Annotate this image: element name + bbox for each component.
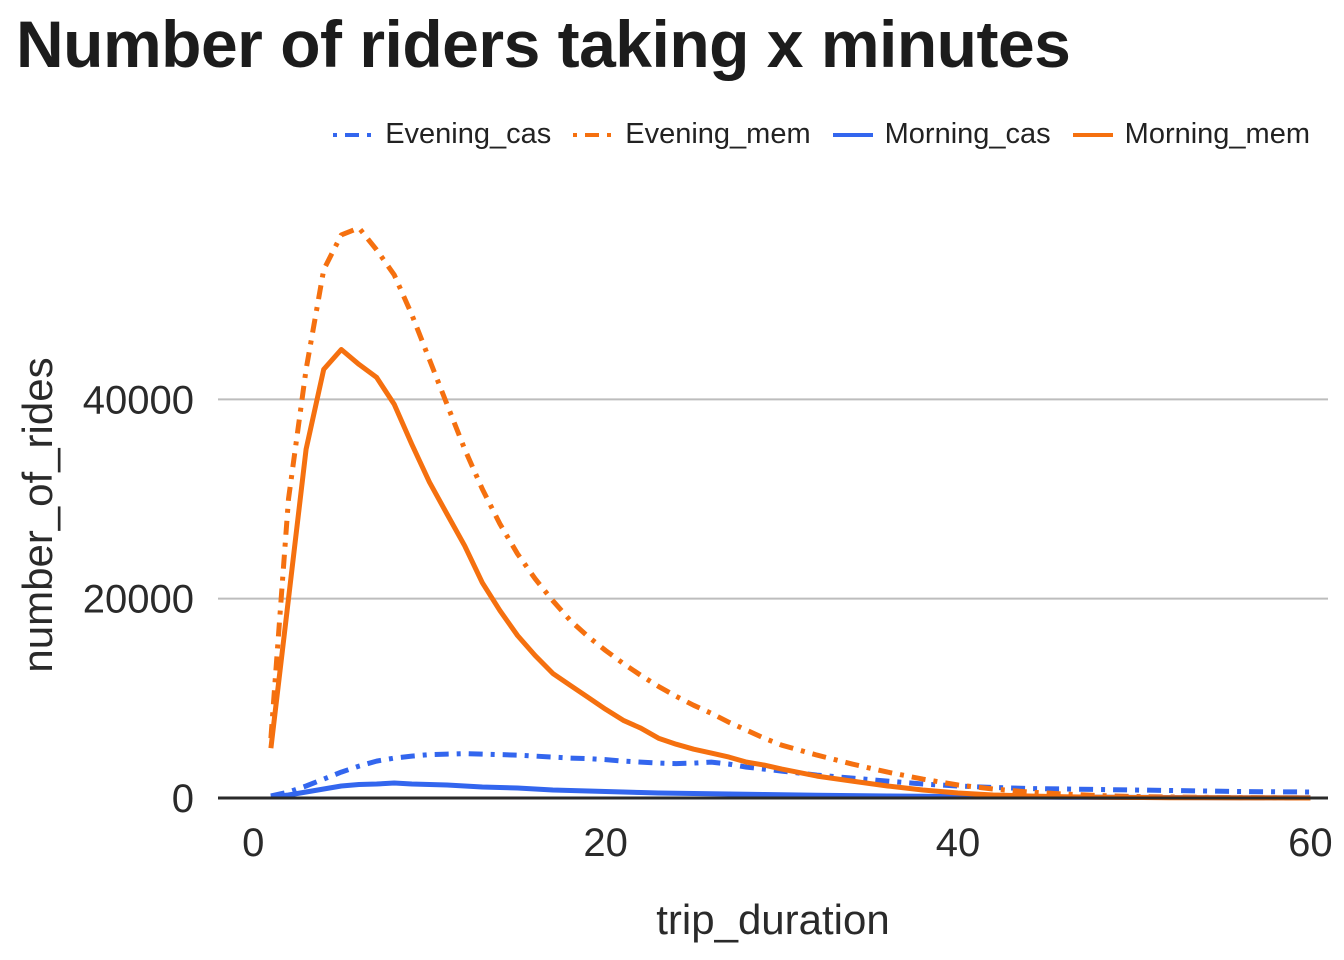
x-tick-label: 20 — [583, 821, 628, 865]
chart-title: Number of riders taking x minutes — [16, 7, 1071, 81]
legend-label-morning-mem: Morning_mem — [1124, 118, 1310, 150]
series-line-morning-mem — [268, 347, 1311, 801]
series-lines — [268, 225, 1311, 801]
legend-swatch-evening-mem — [573, 132, 614, 137]
legend-label-morning-cas: Morning_cas — [884, 118, 1051, 150]
series-line-evening-cas — [270, 751, 1311, 799]
y-tick-labels: 0 20000 40000 — [83, 378, 194, 821]
y-axis-title: number_of_rides — [14, 357, 61, 672]
x-tick-label: 0 — [242, 821, 264, 865]
legend-swatch-morning-cas — [832, 132, 873, 137]
legend-swatch-morning-mem — [1072, 132, 1113, 137]
x-axis-title: trip_duration — [656, 896, 889, 943]
legend-item-morning-cas: Morning_cas — [831, 118, 1051, 151]
legend-item-evening-mem: Evening_mem — [571, 118, 811, 151]
legend-item-evening-cas: Evening_cas — [331, 118, 551, 151]
legend: Evening_cas Evening_mem Morning_cas Morn… — [331, 118, 1310, 151]
x-tick-label: 60 — [1288, 821, 1333, 865]
y-tick-label: 0 — [172, 777, 194, 821]
legend-label-evening-cas: Evening_cas — [385, 118, 552, 150]
gridlines — [218, 398, 1328, 600]
y-tick-label: 20000 — [83, 578, 194, 622]
legend-label-evening-mem: Evening_mem — [625, 118, 811, 150]
legend-item-morning-mem: Morning_mem — [1071, 118, 1310, 151]
x-tick-labels: 0 20 40 60 — [242, 821, 1333, 865]
series-line-evening-mem — [268, 225, 1311, 801]
y-tick-label: 40000 — [83, 378, 194, 422]
legend-swatch-evening-cas — [333, 132, 374, 137]
x-tick-label: 40 — [936, 821, 981, 865]
